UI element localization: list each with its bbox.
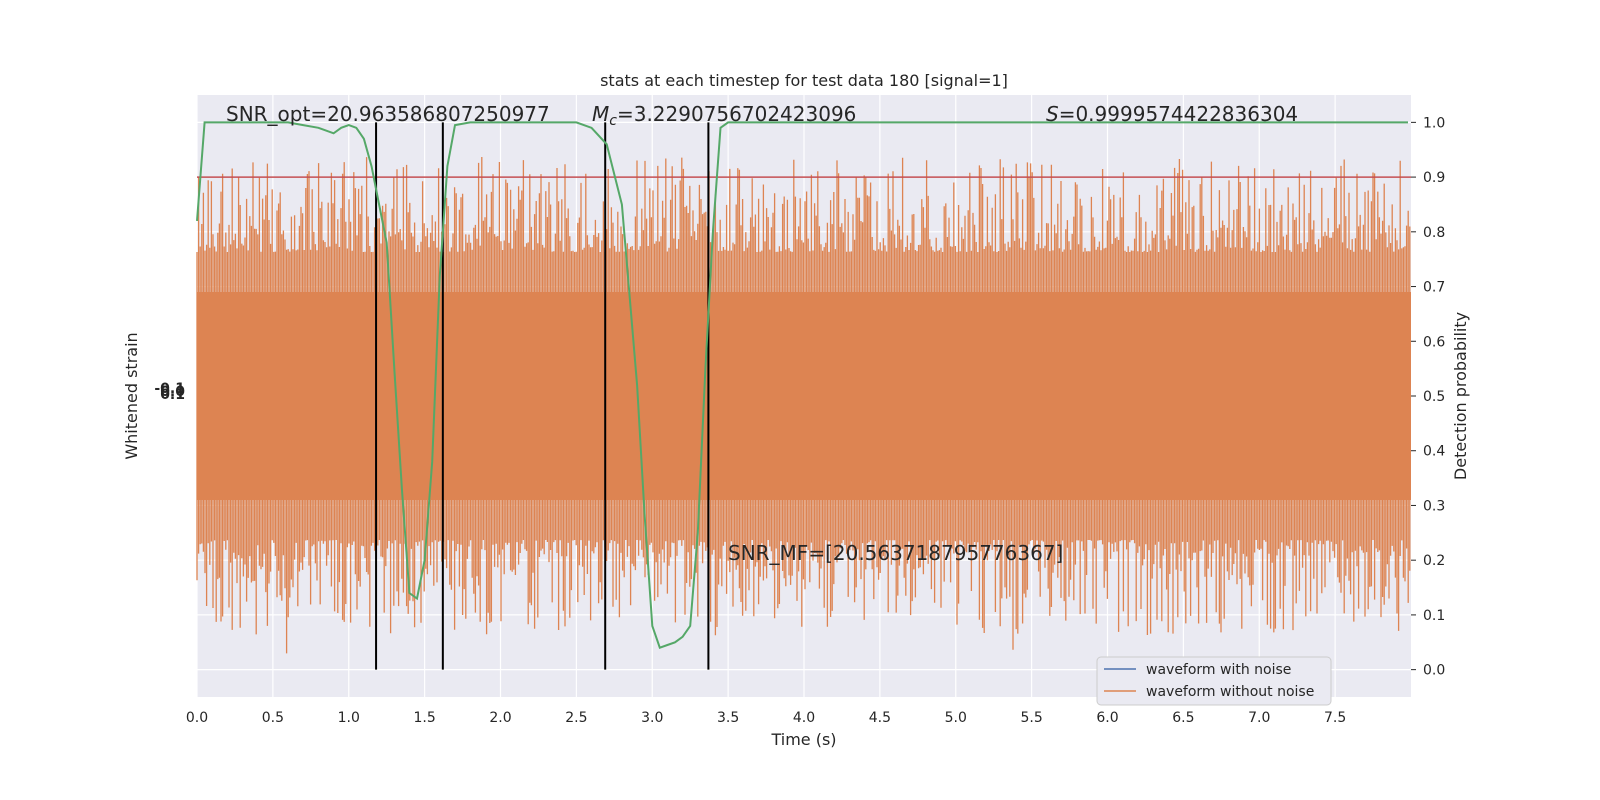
x-axis-label: Time (s) [770,730,836,749]
noise-trace [196,157,1411,654]
x-tick-label: 7.5 [1324,710,1346,726]
y-tick-label: 0.9 [1423,170,1445,186]
snr-opt-annotation: SNR_opt=20.963586807250977 [226,102,550,126]
s-value: =0.9999574422836304 [1059,102,1298,126]
y-tick-label: 0.7 [1423,280,1445,296]
chart-title: stats at each timestep for test data 180… [600,71,1008,90]
x-tick-label: 1.5 [413,710,435,726]
x-tick-label: 0.0 [186,710,208,726]
y-tick-label: 0.1 [1423,608,1445,624]
x-tick-labels: 0.0 0.5 1.0 1.5 2.0 2.5 3.0 3.5 4.0 4.5 5.0 5.5 6.0 6… [186,710,1346,726]
y-tick-label: 0.4 [1423,444,1445,460]
x-tick-label: 2.0 [489,710,511,726]
y-axis-label-left: Whitened strain [122,332,141,459]
legend-label-with-noise: waveform with noise [1146,662,1291,678]
chirp-mass-symbol: M [592,102,609,126]
x-tick-label: 5.0 [945,710,967,726]
x-tick-label: 3.0 [641,710,663,726]
noise-spikes [196,157,1411,654]
legend-label-without-noise: waveform without noise [1146,684,1314,700]
left-tick-label: -0.1 [154,381,185,397]
x-tick-label: 1.0 [338,710,360,726]
snr-mf-annotation: SNR_MF=[20.563718795776367] [728,541,1063,565]
left-tick-label: 0.1 [160,387,185,403]
y-tick-label: 0.8 [1423,225,1445,241]
x-tick-label: 4.5 [869,710,891,726]
chirp-mass-subscript: c [609,113,617,129]
legend: waveform with noise waveform without noi… [1096,656,1332,706]
x-tick-label: 6.0 [1096,710,1118,726]
chirp-mass-annotation: Mc=3.2290756702423096 [592,102,856,129]
legend-box [1096,656,1332,706]
y-tick-label: 0.3 [1423,498,1445,514]
s-annotation: S=0.9999574422836304 [1046,102,1298,126]
left-tick-labels: -0.10.00.1 [154,381,185,403]
y-tick-label: 0.5 [1423,389,1445,405]
y-tick-labels-right: 0.0 0.1 0.2 0.3 0.4 0.5 0.6 0.7 0.8 0.9 1.0 [1411,115,1445,679]
y-axis-label-right: Detection probability [1451,312,1470,480]
vertical-markers [375,122,710,670]
y-tick-label: 1.0 [1423,115,1445,131]
x-tick-label: 0.5 [262,710,284,726]
y-tick-label: 0.2 [1423,553,1445,569]
detection-probability-line [196,121,1408,649]
x-tick-label: 4.0 [793,710,815,726]
s-symbol: S [1046,102,1059,126]
x-tick-label: 3.5 [717,710,739,726]
x-tick-label: 7.0 [1248,710,1270,726]
y-tick-label: 0.0 [1423,663,1445,679]
left-tick-label: 0.0 [160,384,185,400]
chirp-mass-value: =3.2290756702423096 [617,102,856,126]
x-tick-label: 6.5 [1172,710,1194,726]
x-tick-label: 5.5 [1020,710,1042,726]
x-tick-label: 2.5 [565,710,587,726]
y-tick-label: 0.6 [1423,334,1445,350]
